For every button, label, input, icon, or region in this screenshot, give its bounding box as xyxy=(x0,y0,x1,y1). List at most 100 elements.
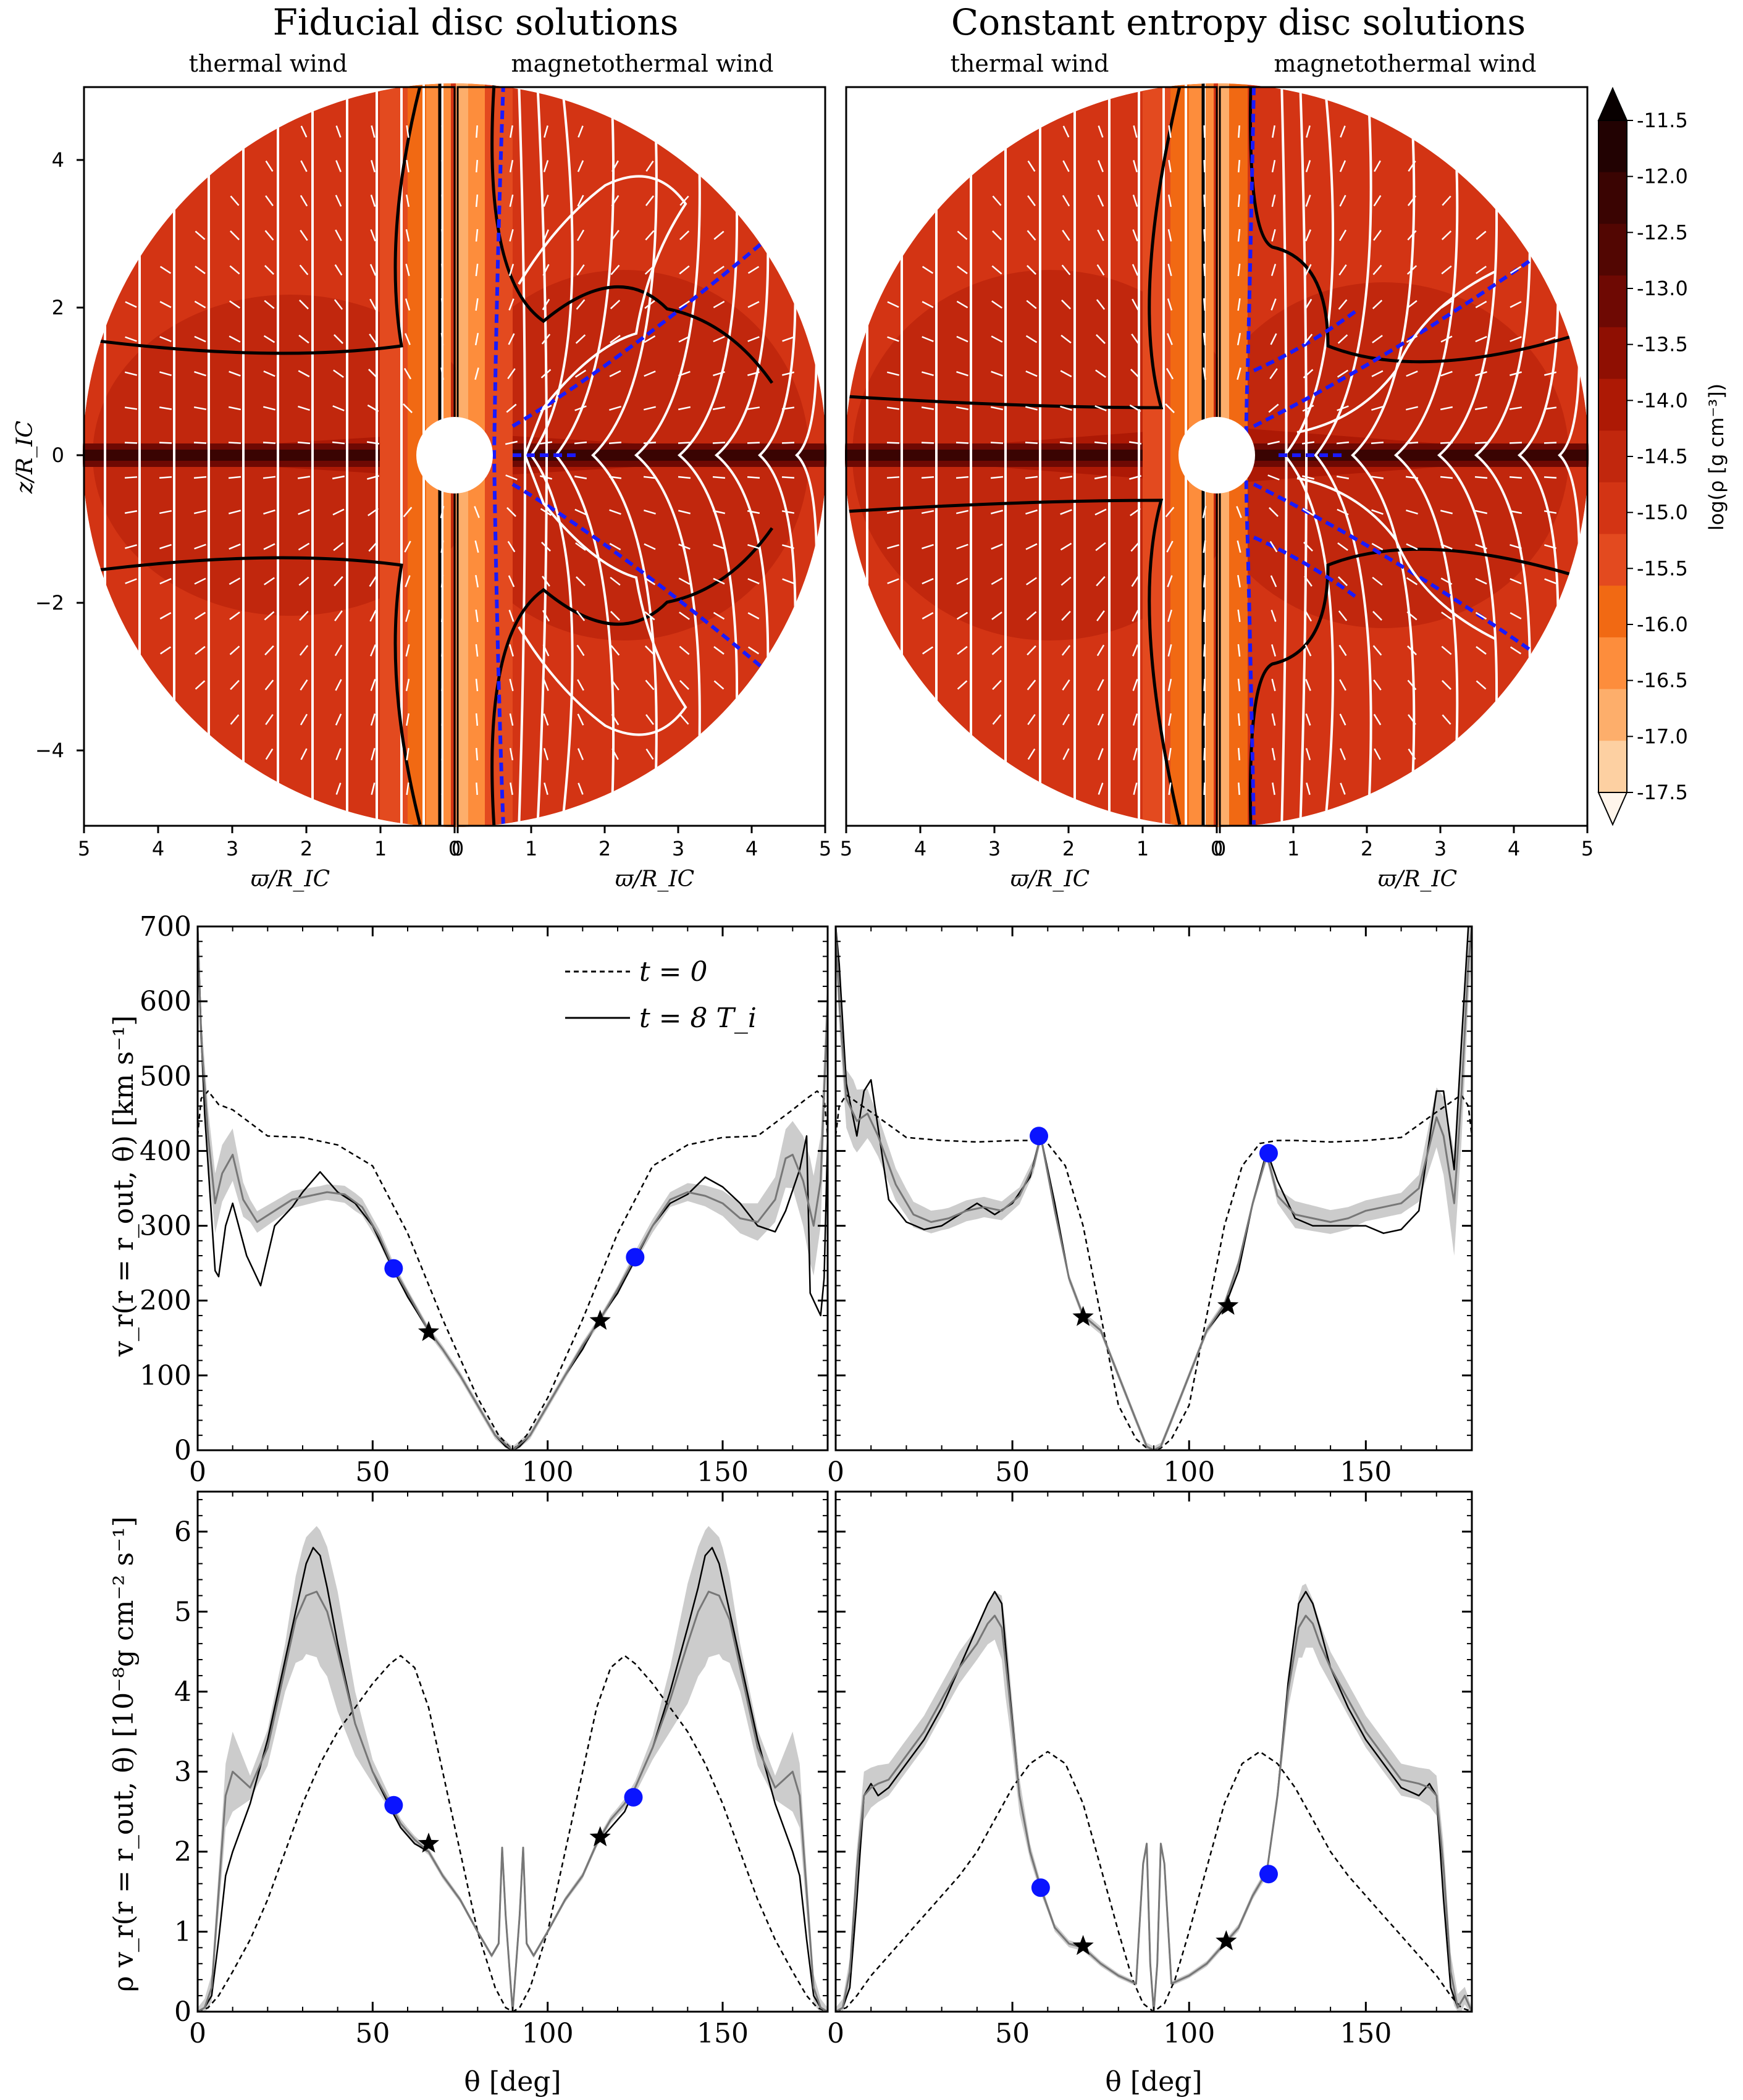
velocity-arrow xyxy=(1441,230,1452,240)
velocity-arrow xyxy=(405,610,411,622)
velocity-arrow xyxy=(610,335,621,343)
velocity-arrow xyxy=(1062,125,1070,138)
velocity-arrow xyxy=(1373,230,1382,241)
velocity-arrow xyxy=(1203,332,1206,346)
velocity-arrow xyxy=(1027,265,1036,275)
velocity-arrow xyxy=(1168,782,1172,796)
series-t8-solid xyxy=(836,926,1472,1450)
velocity-arrow xyxy=(886,406,900,410)
velocity-arrow xyxy=(366,441,380,445)
velocity-arrow xyxy=(1476,680,1487,690)
velocity-arrow xyxy=(1372,300,1383,309)
velocity-arrow xyxy=(1098,160,1104,172)
variability-band xyxy=(198,1526,828,2012)
velocity-arrow xyxy=(1132,679,1138,691)
velocity-arrow xyxy=(1132,713,1138,726)
velocity-arrow xyxy=(405,678,410,692)
velocity-arrow xyxy=(1302,508,1314,516)
velocity-arrow xyxy=(782,336,794,342)
y-tick-label: 300 xyxy=(140,1211,191,1242)
colorbar: -11.5 -12.0 -12.5 -13.0 -13.5 -14.0 -14.5 -15.0… xyxy=(1597,86,1688,826)
velocity-arrow xyxy=(1510,612,1522,620)
velocity-arrow xyxy=(1167,263,1172,277)
velocity-arrow xyxy=(475,263,479,277)
velocity-arrow xyxy=(782,578,794,584)
velocity-arrow xyxy=(1372,335,1383,343)
velocity-arrow xyxy=(1407,195,1417,206)
velocity-arrow xyxy=(1202,505,1207,519)
velocity-arrow xyxy=(194,611,206,620)
velocity-arrow xyxy=(543,679,549,691)
velocity-arrow xyxy=(159,510,172,514)
velocity-arrow xyxy=(229,265,240,275)
velocity-arrow xyxy=(1237,159,1241,173)
velocity-arrow xyxy=(544,783,548,795)
map-x-tick-label: 5 xyxy=(78,837,90,860)
x-tick-label: 150 xyxy=(1340,1456,1392,1488)
velocity-arrow xyxy=(1167,298,1173,311)
velocity-arrow xyxy=(335,229,342,242)
velocity-arrow xyxy=(574,476,587,479)
map-x-tick-label: 2 xyxy=(1361,837,1373,860)
velocity-arrow xyxy=(645,679,655,691)
velocity-arrow xyxy=(1237,368,1241,380)
velocity-arrow xyxy=(265,714,274,725)
x-tick-label: 0 xyxy=(189,2018,206,2049)
velocity-arrow xyxy=(1544,371,1557,376)
velocity-arrow xyxy=(1510,336,1522,342)
velocity-arrow xyxy=(1237,644,1241,657)
velocity-arrow xyxy=(1098,783,1104,795)
velocity-arrow xyxy=(1027,645,1036,656)
velocity-arrow xyxy=(159,371,172,376)
velocity-arrow xyxy=(1372,576,1383,586)
legend: t = 0 t = 8 T_i xyxy=(565,956,757,1034)
velocity-arrow xyxy=(887,544,899,549)
velocity-arrow xyxy=(475,574,479,588)
velocity-arrow xyxy=(1406,370,1418,377)
star-marker xyxy=(1072,1306,1094,1326)
velocity-arrow xyxy=(1060,542,1072,551)
colorbar-tick-label: -17.5 xyxy=(1637,781,1688,804)
velocity-arrow xyxy=(1440,476,1453,479)
star-marker xyxy=(1216,1930,1237,1951)
velocity-arrow xyxy=(1338,229,1347,242)
velocity-arrow xyxy=(1025,543,1038,550)
velocity-arrow xyxy=(1305,713,1311,726)
colorbar-tick-label: -15.5 xyxy=(1637,556,1688,580)
velocity-arrow xyxy=(922,544,934,550)
velocity-arrow xyxy=(991,371,1003,377)
velocity-arrow xyxy=(298,542,310,551)
velocity-arrow xyxy=(957,266,968,274)
velocity-arrow xyxy=(922,336,934,342)
velocity-arrow xyxy=(1027,160,1036,172)
velocity-arrow xyxy=(441,125,443,138)
map-x-tick-label: 4 xyxy=(746,837,758,860)
velocity-arrow xyxy=(644,300,655,309)
velocity-arrow xyxy=(1168,713,1172,726)
velocity-arrow xyxy=(1203,194,1206,208)
velocity-arrow xyxy=(1405,406,1419,411)
x-tick-label: 0 xyxy=(827,2018,844,2049)
velocity-arrow xyxy=(578,783,584,795)
velocity-arrow xyxy=(577,748,584,760)
velocity-arrow xyxy=(1271,713,1276,726)
y-tick-label: 600 xyxy=(140,986,191,1017)
velocity-arrow xyxy=(228,442,242,444)
velocity-arrow xyxy=(1440,442,1453,444)
velocity-arrow xyxy=(1371,509,1384,515)
velocity-arrow xyxy=(334,299,343,310)
panel-frame xyxy=(196,1490,829,2013)
velocity-arrow xyxy=(1129,475,1141,480)
velocity-arrow xyxy=(1305,195,1311,207)
velocity-arrow xyxy=(159,406,172,410)
velocity-arrow xyxy=(956,544,968,550)
velocity-arrow xyxy=(334,264,343,276)
velocity-arrow xyxy=(1128,441,1142,445)
velocity-arrow xyxy=(125,336,137,342)
velocity-arrow xyxy=(956,476,969,479)
velocity-arrow xyxy=(1237,713,1241,726)
velocity-arrow xyxy=(1133,125,1138,138)
colorbar-band xyxy=(1598,379,1627,431)
velocity-arrow xyxy=(540,508,552,516)
